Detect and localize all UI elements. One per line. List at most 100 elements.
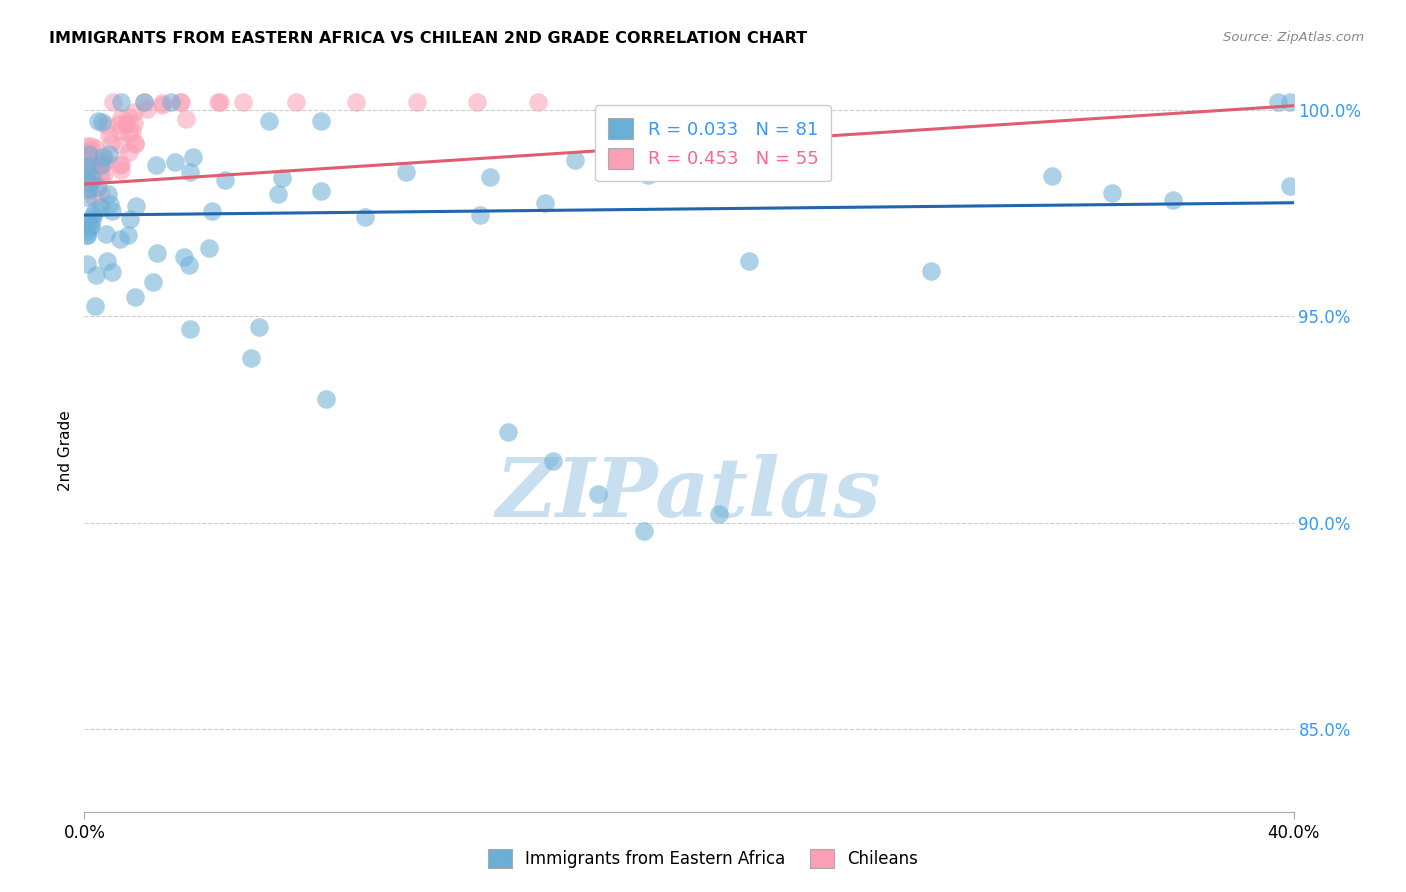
Point bbox=[267, 187, 290, 202]
Point bbox=[107, 118, 129, 132]
Point bbox=[110, 95, 132, 109]
Point bbox=[169, 95, 191, 109]
Point bbox=[588, 487, 610, 501]
Point bbox=[150, 96, 173, 111]
Point bbox=[86, 158, 108, 172]
Point bbox=[633, 524, 655, 538]
Point bbox=[311, 184, 333, 198]
Point bbox=[179, 165, 201, 179]
Point bbox=[177, 258, 200, 272]
Point bbox=[91, 114, 114, 128]
Point bbox=[315, 392, 337, 406]
Point bbox=[90, 200, 112, 214]
Point bbox=[97, 186, 120, 201]
Point bbox=[1279, 179, 1302, 194]
Point bbox=[96, 253, 118, 268]
Point bbox=[86, 179, 108, 194]
Point bbox=[77, 144, 100, 158]
Point bbox=[77, 182, 100, 196]
Point bbox=[76, 183, 98, 197]
Point bbox=[1040, 169, 1063, 183]
Point bbox=[181, 150, 204, 164]
Point bbox=[201, 203, 224, 218]
Point bbox=[96, 153, 118, 167]
Point bbox=[124, 136, 146, 151]
Point bbox=[90, 158, 112, 172]
Point bbox=[285, 95, 308, 109]
Point bbox=[80, 143, 103, 157]
Point bbox=[77, 146, 100, 161]
Point bbox=[82, 213, 104, 227]
Point bbox=[76, 157, 98, 171]
Text: IMMIGRANTS FROM EASTERN AFRICA VS CHILEAN 2ND GRADE CORRELATION CHART: IMMIGRANTS FROM EASTERN AFRICA VS CHILEA… bbox=[49, 31, 807, 46]
Point bbox=[564, 153, 586, 168]
Y-axis label: 2nd Grade: 2nd Grade bbox=[58, 410, 73, 491]
Point bbox=[98, 128, 121, 143]
Point bbox=[100, 265, 122, 279]
Point bbox=[76, 165, 98, 179]
Point bbox=[214, 173, 236, 187]
Point bbox=[91, 150, 114, 164]
Point bbox=[94, 227, 117, 242]
Point bbox=[110, 157, 132, 171]
Point bbox=[108, 158, 131, 172]
Point bbox=[470, 208, 492, 222]
Text: Source: ZipAtlas.com: Source: ZipAtlas.com bbox=[1223, 31, 1364, 45]
Point bbox=[1267, 95, 1289, 109]
Point bbox=[354, 210, 377, 224]
Point bbox=[114, 117, 136, 131]
Point bbox=[637, 168, 659, 182]
Point bbox=[132, 95, 155, 109]
Point bbox=[80, 171, 103, 186]
Point bbox=[76, 224, 98, 238]
Point bbox=[614, 111, 637, 125]
Point bbox=[271, 171, 294, 186]
Point bbox=[145, 158, 167, 172]
Point bbox=[84, 203, 107, 218]
Text: ZIPatlas: ZIPatlas bbox=[496, 454, 882, 533]
Point bbox=[76, 139, 98, 153]
Point bbox=[79, 164, 101, 178]
Point bbox=[479, 169, 502, 184]
Point bbox=[93, 156, 115, 170]
Point bbox=[90, 187, 112, 202]
Point bbox=[541, 454, 564, 468]
Point bbox=[110, 111, 132, 125]
Point bbox=[86, 113, 108, 128]
Point bbox=[346, 95, 368, 109]
Point bbox=[114, 117, 136, 131]
Point bbox=[83, 299, 105, 313]
Point bbox=[103, 95, 125, 109]
Point bbox=[76, 227, 98, 242]
Point bbox=[121, 123, 143, 137]
Point bbox=[496, 425, 519, 439]
Point bbox=[101, 203, 124, 218]
Point bbox=[527, 95, 550, 109]
Point bbox=[309, 113, 332, 128]
Legend: R = 0.033   N = 81, R = 0.453   N = 55: R = 0.033 N = 81, R = 0.453 N = 55 bbox=[595, 105, 831, 181]
Point bbox=[90, 168, 112, 182]
Point bbox=[108, 124, 131, 138]
Point bbox=[163, 154, 186, 169]
Point bbox=[173, 250, 195, 264]
Point bbox=[77, 157, 100, 171]
Point bbox=[257, 114, 280, 128]
Point bbox=[117, 126, 139, 140]
Point bbox=[100, 136, 122, 151]
Point bbox=[142, 275, 165, 289]
Point bbox=[117, 228, 139, 243]
Point bbox=[395, 165, 418, 179]
Point bbox=[98, 146, 121, 161]
Point bbox=[247, 320, 270, 334]
Point bbox=[83, 190, 105, 204]
Point bbox=[1279, 95, 1302, 109]
Point bbox=[118, 110, 141, 124]
Point bbox=[179, 321, 201, 335]
Point bbox=[118, 145, 141, 160]
Point bbox=[467, 95, 489, 109]
Point bbox=[110, 163, 132, 178]
Point bbox=[84, 268, 107, 283]
Point bbox=[150, 98, 173, 112]
Point bbox=[76, 214, 98, 228]
Point bbox=[160, 95, 183, 109]
